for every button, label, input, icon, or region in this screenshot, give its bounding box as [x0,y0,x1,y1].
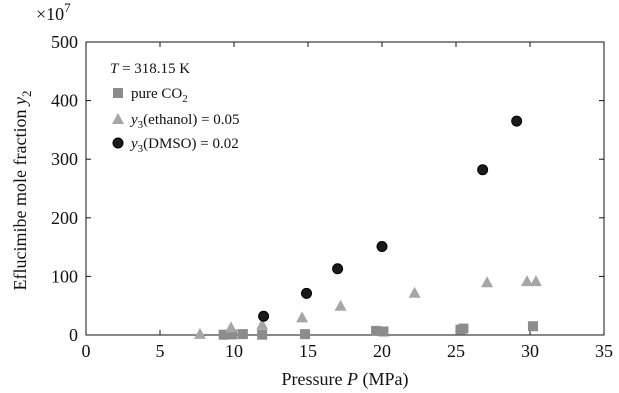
series-3-point [301,287,313,299]
series-2-point [225,321,238,333]
legend-label-1: pure CO2 [131,86,188,105]
x-tick-label: 0 [82,341,91,361]
series-2-point [481,276,494,288]
x-tick-label: 5 [156,341,165,361]
y-tick-label: 300 [51,149,78,169]
legend-label-2: y3(ethanol) = 0.05 [129,112,240,131]
x-tick-label: 30 [521,341,539,361]
x-axis-label: Pressure P (MPa) [282,369,409,390]
series-1-point [218,329,229,340]
series-3-point [332,263,344,275]
y-tick-label: 200 [51,208,78,228]
legend-marker-2 [112,113,124,124]
series-1-point [300,329,311,340]
series-3-point [376,241,388,253]
y-tick-label: 100 [51,266,78,286]
series-2-point [408,286,421,298]
legend-marker-1 [113,88,123,98]
series-1-point [527,321,538,332]
series-2-point [521,275,534,287]
series-3-point [258,310,270,322]
series-1-point [257,329,268,340]
series-2-point [193,327,206,339]
x-tick-label: 20 [373,341,391,361]
series-1-point [458,323,469,334]
series-2-point [529,275,542,287]
y-axis-label: Eflucimibe mole fraction y2 [10,91,34,291]
temperature-annotation: T = 318.15 K [110,61,190,77]
plot-frame [85,41,605,336]
series-3-point [477,164,489,176]
legend-marker-3 [112,137,124,149]
series-1-point [227,329,238,340]
axes: 0 5 10 15 20 25 30 35 0 100 200 300 400 500 ×107 Pressu… [10,0,613,390]
data-points [193,115,542,340]
series-3-point [511,115,523,127]
y-tick-label: 400 [51,91,78,111]
x-tick-label: 10 [225,341,243,361]
series-2-point [334,299,347,311]
series-1-point [378,326,389,337]
x-tick-label: 15 [299,341,317,361]
x-tick-label: 25 [447,341,465,361]
series-2-point [296,311,309,323]
series-1-point [237,329,248,340]
x-tick-label: 35 [595,341,613,361]
y-tick-label: 0 [69,325,78,345]
legend: T = 318.15 K pure CO2 y3(ethanol) = 0.05 y3… [110,61,240,155]
y-tick-label: 500 [51,32,78,52]
series-2-point [256,318,269,330]
y-axis-multiplier: ×107 [36,0,71,24]
legend-label-3: y3(DMSO) = 0.02 [129,136,239,155]
series-1-point [371,325,382,336]
